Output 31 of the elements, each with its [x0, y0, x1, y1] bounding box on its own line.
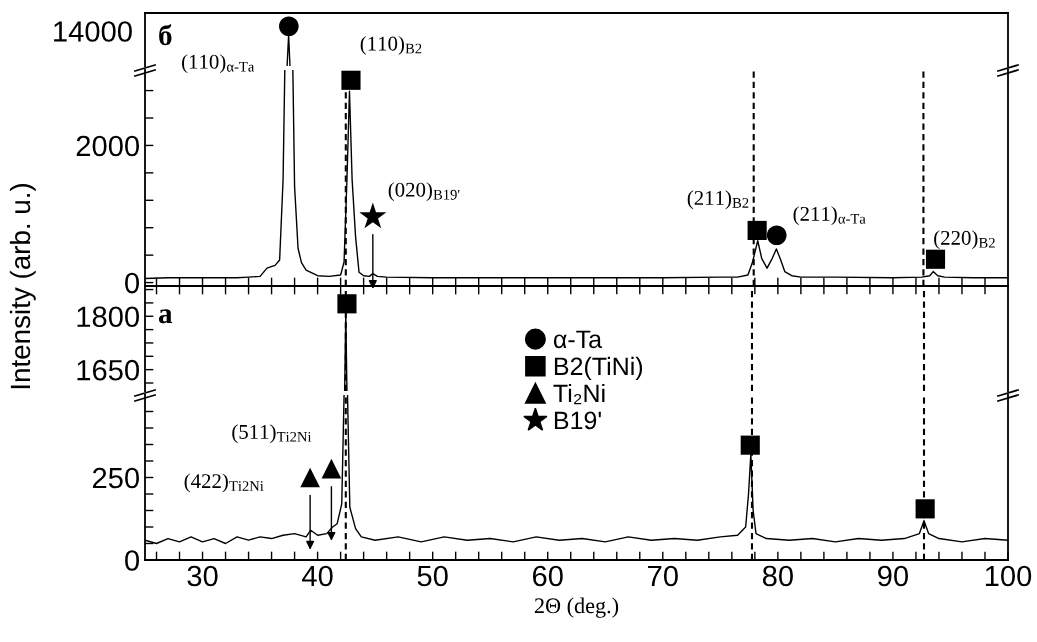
legend-label: B19' — [554, 411, 601, 430]
annotation: (020)$_{B19'}$ — [388, 182, 460, 202]
y-tick-label: 0 — [125, 272, 139, 294]
x-tick-label: 80 — [762, 565, 793, 587]
y-tick-label: 1650 — [77, 359, 139, 381]
x-tick-label: 90 — [878, 565, 909, 587]
y-tick-label: 1800 — [77, 306, 139, 328]
x-tick-label: 100 — [985, 565, 1032, 587]
annotation: (211)$_{α-Ta}$ — [793, 206, 866, 226]
annotation: а — [158, 309, 173, 324]
x-tick-label: 40 — [302, 565, 333, 587]
annotation: (422)$_{Ti2Ni}$ — [184, 473, 264, 493]
annotation: (110)$_{B2}$ — [360, 35, 422, 55]
annotation: (211)$_{B2}$ — [687, 190, 749, 210]
text: Ti₂Ni — [553, 383, 605, 405]
y-tick-label: 250 — [92, 467, 139, 489]
annotation: (110)$_{α-Ta}$ — [182, 54, 255, 74]
y-tick-label: 0 — [125, 550, 139, 571]
x-axis-title: 2Θ (deg.) — [534, 597, 619, 618]
x-tick-label: 50 — [417, 565, 448, 587]
x-tick-label: 60 — [533, 565, 563, 587]
annotation: (511)$_{Ti2Ni}$ — [232, 424, 312, 444]
y-tick-label: 2000 — [76, 135, 139, 157]
y-axis-title: Intensity (arb. u.) — [9, 184, 36, 389]
annotation: б — [159, 24, 172, 46]
x-tick-label: 30 — [187, 565, 218, 587]
annotation: (220)$_{B2}$ — [934, 230, 995, 250]
text: 14000 — [54, 21, 132, 42]
x-tick-label: 70 — [648, 565, 678, 587]
text: B2(TiNi) — [554, 356, 643, 381]
legend-label: α-Ta — [553, 330, 603, 349]
